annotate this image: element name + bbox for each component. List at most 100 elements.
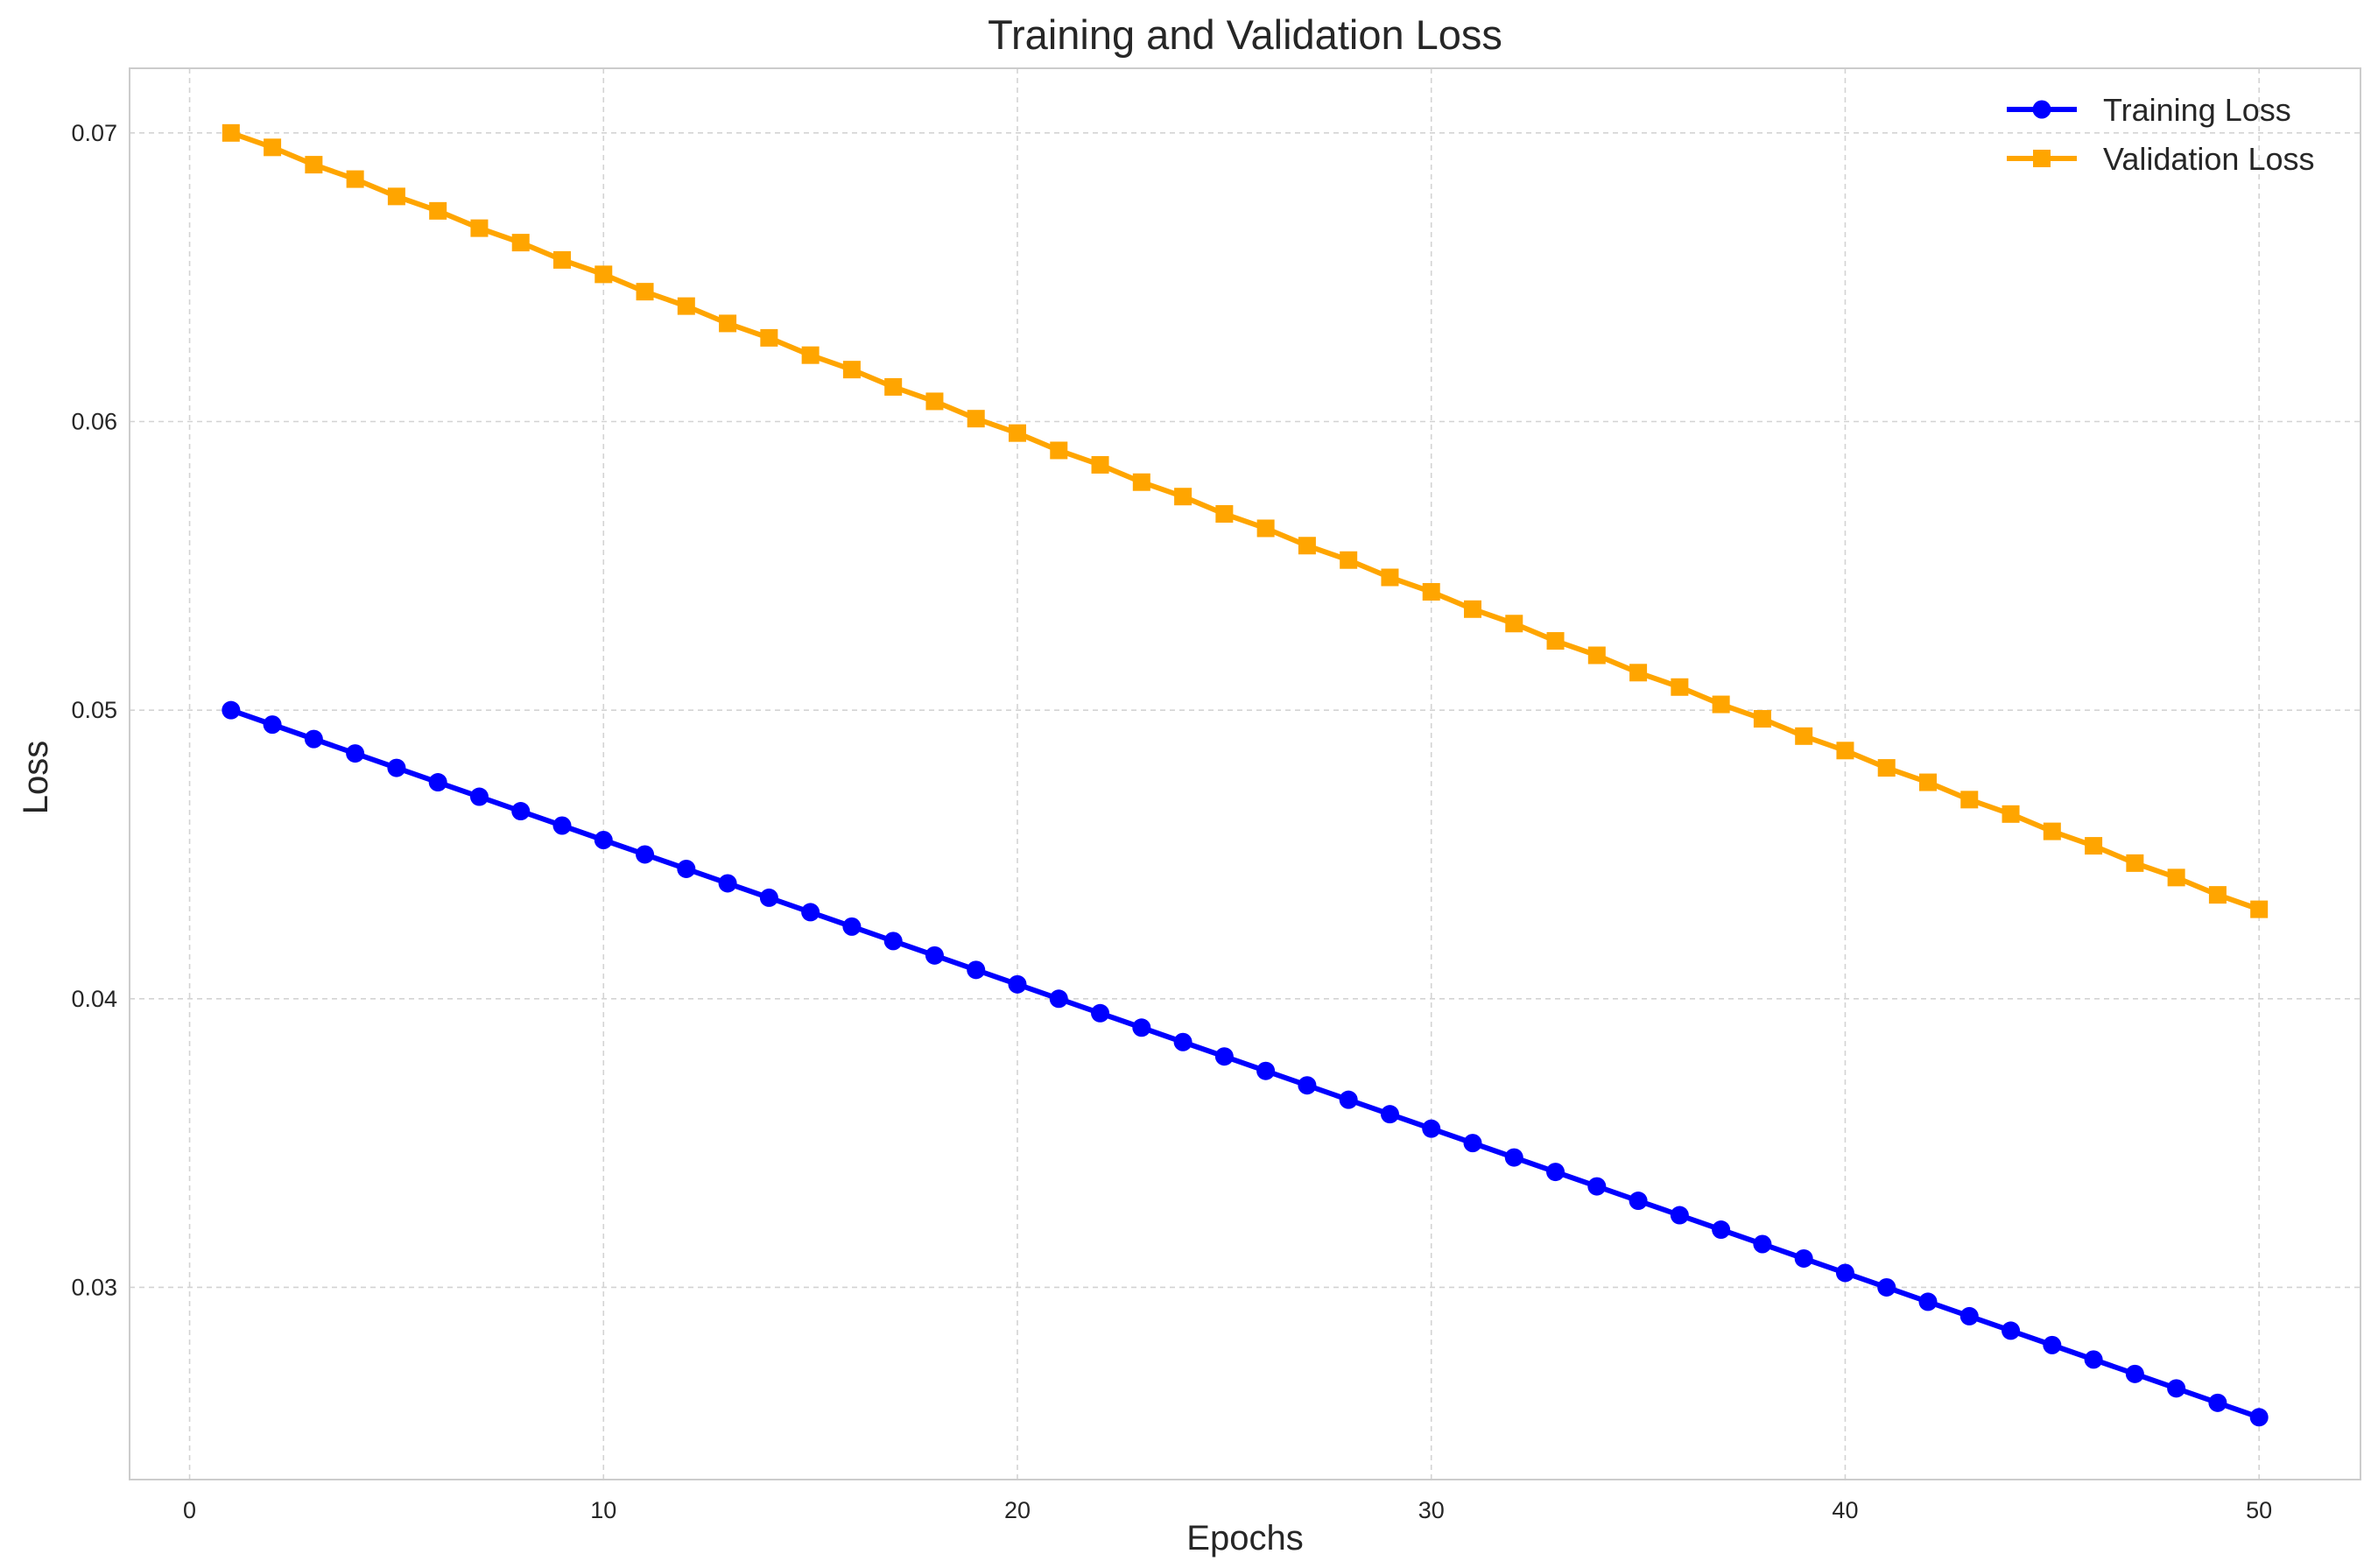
legend-label: Validation Loss	[2103, 141, 2315, 177]
data-point	[759, 888, 778, 907]
data-point	[1009, 424, 1026, 442]
series-layer	[222, 123, 2269, 1427]
x-tick-label: 20	[1004, 1497, 1031, 1523]
data-point	[2208, 1393, 2227, 1412]
x-tick-label: 30	[1418, 1497, 1445, 1523]
data-point	[760, 328, 778, 347]
data-point	[263, 715, 282, 735]
data-point	[1464, 600, 1481, 618]
data-point	[428, 773, 447, 792]
data-point	[1091, 1003, 1110, 1023]
data-point	[1959, 1306, 1979, 1325]
legend-item: Validation Loss	[2007, 141, 2315, 177]
data-point	[1050, 441, 1068, 460]
data-point	[470, 219, 489, 237]
data-point	[222, 700, 241, 720]
data-point	[2167, 1379, 2186, 1398]
data-point	[594, 265, 613, 284]
data-point	[346, 744, 365, 763]
legend-marker	[2032, 100, 2051, 119]
data-point	[883, 932, 903, 951]
data-point	[387, 187, 405, 206]
data-point	[1422, 1119, 1441, 1138]
y-tick-label: 0.03	[71, 1274, 117, 1300]
data-point	[1712, 1220, 1731, 1240]
data-point	[1463, 1134, 1482, 1153]
x-axis-ticks: 0 10 20 30 40 50	[183, 1497, 2272, 1523]
data-point	[1836, 742, 1854, 760]
data-point	[1877, 1277, 1896, 1297]
data-point	[1794, 1248, 1813, 1268]
data-point	[884, 377, 903, 396]
plot-area	[129, 67, 2361, 1480]
data-point	[2002, 805, 2020, 823]
data-point	[842, 361, 861, 379]
data-point	[967, 410, 985, 428]
data-point	[2043, 1335, 2062, 1354]
data-point	[1091, 455, 1109, 474]
data-point	[1795, 727, 1813, 745]
data-point	[1339, 1090, 1358, 1109]
data-point	[264, 138, 282, 157]
data-point	[594, 830, 613, 849]
data-point	[222, 123, 240, 142]
data-point	[1422, 582, 1440, 601]
data-point	[387, 758, 406, 777]
data-point	[677, 859, 696, 878]
data-point	[801, 346, 820, 364]
data-point	[1960, 791, 1979, 809]
data-point	[2249, 1408, 2269, 1427]
data-point	[305, 156, 323, 174]
data-point	[346, 170, 364, 188]
data-point	[1380, 1105, 1399, 1124]
y-tick-label: 0.06	[71, 408, 117, 434]
data-point	[1008, 974, 1027, 994]
data-point	[925, 946, 944, 965]
data-point	[1587, 646, 1606, 664]
data-point	[1256, 1061, 1276, 1080]
data-point	[1712, 695, 1730, 714]
data-point	[842, 917, 862, 936]
y-tick-label: 0.05	[71, 697, 117, 723]
data-point	[2084, 1350, 2103, 1369]
data-point	[967, 960, 986, 980]
data-point	[1670, 1206, 1689, 1225]
series-training-loss	[222, 700, 2269, 1427]
data-point	[2167, 868, 2185, 887]
data-point	[2125, 1364, 2144, 1383]
y-tick-label: 0.07	[71, 120, 117, 146]
data-point	[1753, 1234, 1772, 1254]
data-point	[1215, 504, 1234, 523]
data-point	[2250, 900, 2269, 918]
data-point	[1918, 1292, 1938, 1311]
data-point	[2043, 822, 2061, 840]
data-point	[636, 845, 655, 864]
data-point	[552, 816, 572, 835]
data-point	[1587, 1177, 1607, 1196]
y-axis-label: Loss	[17, 741, 55, 815]
data-point	[1340, 551, 1358, 569]
data-point	[1671, 678, 1689, 696]
data-point	[677, 297, 695, 315]
data-point	[1629, 664, 1648, 682]
data-point	[1835, 1263, 1854, 1283]
data-point	[718, 874, 737, 893]
data-point	[1173, 1032, 1193, 1051]
y-axis-ticks: 0.03 0.04 0.05 0.06 0.07	[71, 120, 117, 1301]
x-axis-label: Epochs	[1186, 1519, 1303, 1557]
data-point	[1546, 632, 1565, 650]
data-point	[429, 201, 447, 220]
data-point	[1214, 1047, 1234, 1066]
x-tick-label: 40	[1832, 1497, 1858, 1523]
legend-item: Training Loss	[2007, 92, 2291, 128]
data-point	[1753, 710, 1771, 728]
data-point	[1505, 615, 1523, 633]
data-point	[1298, 537, 1316, 555]
chart-title: Training and Validation Loss	[988, 11, 1502, 58]
data-point	[1629, 1192, 1648, 1211]
data-point	[719, 314, 737, 333]
series-validation-loss	[222, 123, 2269, 918]
legend: Training Loss Validation Loss	[2007, 92, 2315, 177]
